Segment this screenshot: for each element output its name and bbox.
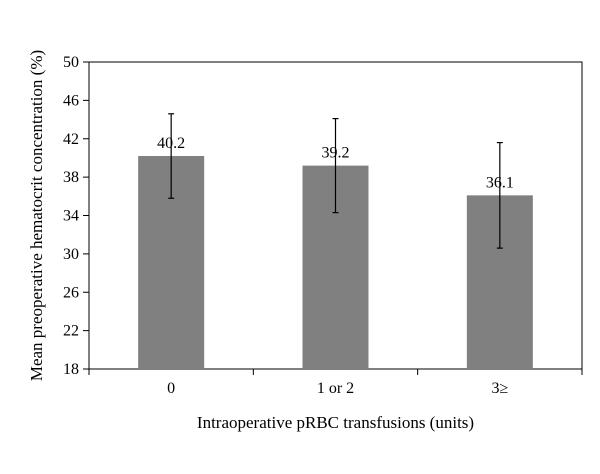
x-tick-label: 3≥ [491, 380, 508, 397]
y-tick-label: 46 [63, 92, 79, 109]
data-label: 40.2 [157, 135, 185, 152]
y-tick-label: 18 [63, 361, 79, 378]
y-tick-label: 26 [63, 284, 79, 301]
x-axis-title: Intraoperative pRBC transfusions (units) [197, 413, 474, 432]
y-tick-label: 22 [63, 323, 79, 340]
y-tick-label: 42 [63, 131, 79, 148]
y-tick-label: 34 [63, 208, 79, 225]
y-tick-label: 50 [63, 54, 79, 71]
y-axis-title: Mean preoperative hematocrit concentrati… [27, 50, 46, 381]
plot-area: 18 22 26 30 34 38 42 46 50 0 40.2 1 or 2 39.2 3≥ 36.1 [63, 54, 583, 397]
y-tick-label: 30 [63, 246, 79, 263]
data-label: 39.2 [322, 145, 350, 162]
x-tick-label: 1 or 2 [317, 380, 354, 397]
x-tick-label: 0 [167, 380, 175, 397]
y-axis-title-group: Mean preoperative hematocrit concentrati… [27, 50, 46, 381]
y-tick-label: 38 [63, 169, 79, 186]
data-label: 36.1 [486, 174, 514, 191]
